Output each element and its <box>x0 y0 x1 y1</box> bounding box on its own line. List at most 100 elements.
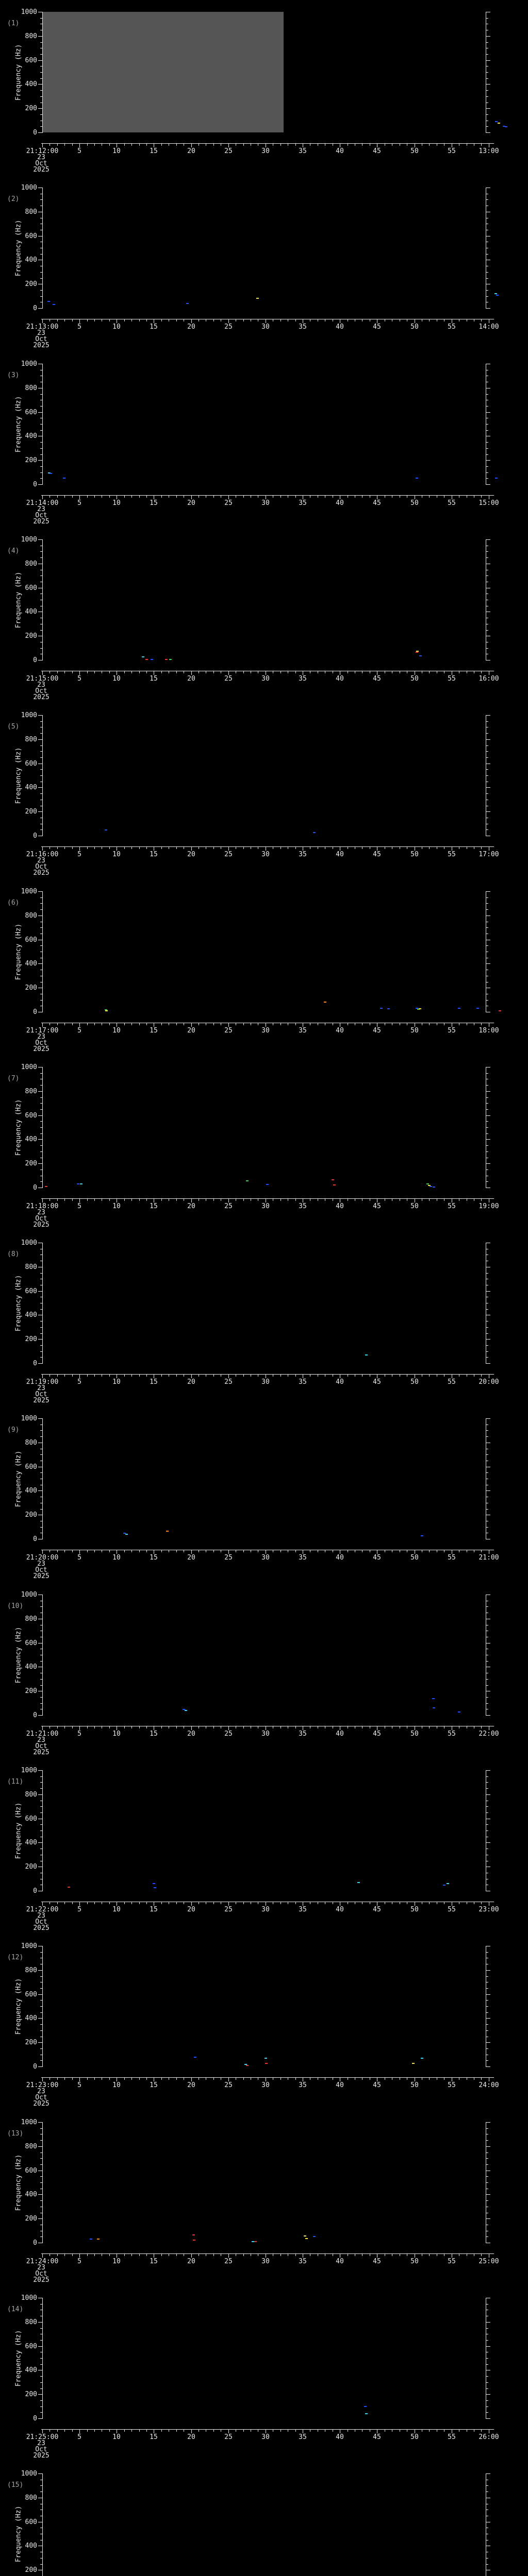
x-minor-tick <box>124 1199 125 1201</box>
y-minor-tick-left <box>40 478 42 479</box>
y-tick-label: 1000 <box>21 2294 37 2302</box>
x-minor-tick <box>87 1375 88 1377</box>
x-tick-label: 15 <box>150 323 158 331</box>
y-minor-tick-right <box>486 296 488 297</box>
x-minor-tick <box>131 1199 132 1201</box>
y-minor-tick-right <box>486 430 488 431</box>
x-tick-label: 40 <box>336 851 344 858</box>
y-minor-tick-left <box>40 472 42 473</box>
y-major-tick-left <box>38 1842 42 1843</box>
y-minor-tick-right <box>486 2412 488 2413</box>
x-minor-tick <box>139 1375 140 1377</box>
start-time-label: 21:12:00 <box>26 147 59 155</box>
start-time-label: 21:18:00 <box>26 1202 59 1210</box>
x-minor-tick <box>64 847 65 849</box>
spectrogram-speck <box>142 656 144 657</box>
x-minor-tick <box>94 1726 95 1728</box>
y-minor-tick-right <box>486 114 488 115</box>
spectrogram-speck <box>443 1885 446 1886</box>
x-tick-label: 35 <box>299 2433 307 2441</box>
y-major-tick-left <box>38 36 42 37</box>
x-major-tick <box>79 1902 80 1906</box>
y-minor-tick-left <box>40 1472 42 1473</box>
y-minor-tick-left <box>40 2485 42 2486</box>
x-minor-tick <box>243 1023 244 1025</box>
x-minor-tick <box>429 319 430 321</box>
x-tick-label: 55 <box>448 1378 456 1386</box>
end-time-label: 26:00 <box>478 2433 499 2441</box>
y-major-tick-left <box>38 2194 42 2195</box>
x-major-tick <box>191 1726 192 1730</box>
y-minor-tick-left <box>40 290 42 291</box>
y-tick-label: 800 <box>25 1967 37 1974</box>
date-line-label: 2025 <box>33 1221 50 1229</box>
y-major-tick-left <box>38 1970 42 1971</box>
y-minor-tick-left <box>40 2140 42 2141</box>
y-minor-tick-right <box>486 2200 488 2201</box>
spectrogram-speck <box>153 1883 155 1884</box>
x-tick-label: 10 <box>112 323 121 331</box>
y-minor-tick-left <box>40 1782 42 1783</box>
y-axis-left-spine <box>42 12 43 133</box>
y-minor-tick-right <box>486 551 488 552</box>
x-tick-label: 50 <box>410 147 419 155</box>
x-tick-label: 45 <box>373 1906 381 1913</box>
y-tick-label: 0 <box>33 2063 37 2071</box>
x-minor-tick <box>280 847 281 849</box>
y-major-tick-right <box>486 2122 490 2123</box>
y-minor-tick-right <box>486 2182 488 2183</box>
y-minor-tick-left <box>40 721 42 722</box>
y-minor-tick-right <box>486 1073 488 1074</box>
x-tick-label: 25 <box>224 2258 233 2265</box>
y-axis-title: Frequency (Hz) <box>14 44 23 101</box>
spectrogram-speck <box>433 1707 435 1708</box>
spectrogram-speck <box>505 126 507 127</box>
y-tick-label: 400 <box>25 608 37 616</box>
x-tick-label: 45 <box>373 1202 381 1210</box>
x-minor-tick <box>87 1902 88 1904</box>
date-line-label: 23 <box>37 1560 45 1568</box>
y-axis-left-spine <box>42 715 43 836</box>
x-minor-tick <box>87 319 88 321</box>
x-minor-tick <box>131 319 132 321</box>
y-minor-tick-right <box>486 126 488 127</box>
x-minor-tick <box>481 1023 482 1025</box>
x-minor-tick <box>213 2430 214 2432</box>
x-minor-tick <box>72 319 73 321</box>
x-minor-tick <box>131 496 132 498</box>
spectrogram-speck <box>47 301 50 302</box>
y-axis-left-spine <box>42 364 43 485</box>
x-minor-tick <box>146 1726 147 1728</box>
y-minor-tick-right <box>486 1000 488 1001</box>
y-minor-tick-left <box>40 424 42 425</box>
x-minor-tick <box>481 1199 482 1201</box>
y-major-tick-right <box>486 1842 490 1843</box>
x-minor-tick <box>429 1726 430 1728</box>
x-tick-label: 40 <box>336 1202 344 1210</box>
x-major-tick <box>42 1375 43 1378</box>
y-minor-tick-right <box>486 290 488 291</box>
panel-index-label: (4) <box>7 547 20 555</box>
x-major-tick <box>79 1550 80 1554</box>
y-minor-tick-left <box>40 1812 42 1813</box>
y-minor-tick-left <box>40 254 42 255</box>
x-minor-tick <box>64 2254 65 2256</box>
y-tick-label: 0 <box>33 656 37 664</box>
x-minor-tick <box>243 496 244 498</box>
x-minor-tick <box>109 1550 110 1552</box>
y-axis-left-spine <box>42 2122 43 2243</box>
y-tick-label: 600 <box>25 2167 37 2175</box>
x-minor-tick <box>131 1902 132 1904</box>
spectrogram-speck <box>428 1185 431 1186</box>
x-tick-label: 55 <box>448 1554 456 1562</box>
x-tick-label: 15 <box>150 2433 158 2441</box>
date-line-label: 23 <box>37 2088 45 2095</box>
spectrogram-speck <box>105 1010 108 1011</box>
x-minor-tick <box>176 2078 177 2080</box>
x-tick-label: 10 <box>112 499 121 507</box>
spectrogram-speck <box>90 2239 92 2240</box>
y-minor-tick-right <box>486 1472 488 1473</box>
x-minor-tick <box>124 1550 125 1552</box>
x-minor-tick <box>176 1023 177 1025</box>
x-minor-tick <box>295 1726 296 1728</box>
